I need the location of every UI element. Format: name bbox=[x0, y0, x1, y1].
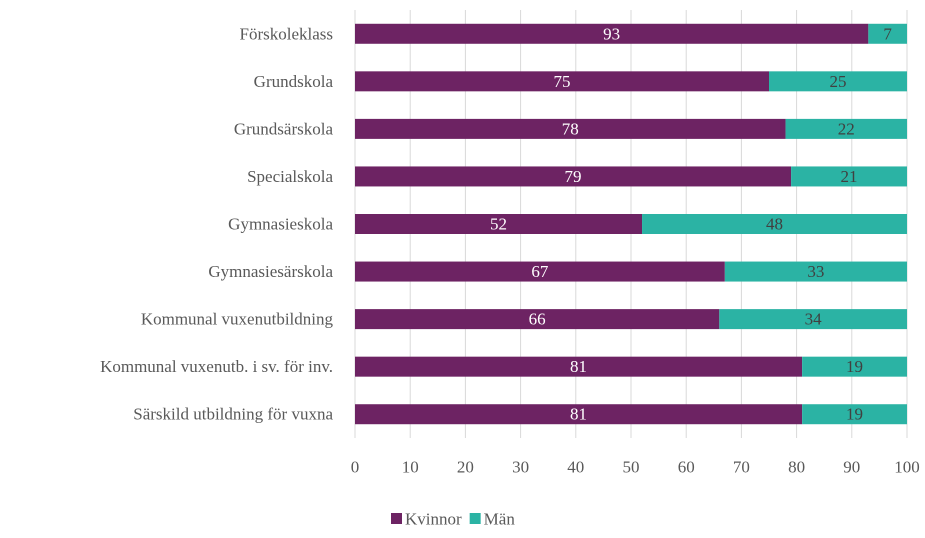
bar-segment bbox=[785, 118, 907, 139]
y-tick-label: Kommunal vuxenutbildning bbox=[141, 310, 334, 329]
y-tick-label: Specialskola bbox=[247, 167, 333, 186]
x-tick-label: 30 bbox=[512, 458, 529, 477]
bar-segment bbox=[802, 404, 907, 425]
data-label: 79 bbox=[565, 167, 582, 186]
bar-segment bbox=[868, 23, 907, 44]
bar-segment bbox=[355, 71, 769, 92]
bar-segment bbox=[355, 309, 720, 330]
bar-segment bbox=[791, 166, 907, 187]
data-label: 19 bbox=[846, 357, 863, 376]
bar-segment bbox=[355, 214, 643, 234]
y-tick-label: Grundsärskola bbox=[234, 119, 334, 138]
bar-segment bbox=[769, 71, 907, 92]
y-tick-label: Förskoleklass bbox=[240, 24, 334, 43]
x-tick-label: 20 bbox=[457, 458, 474, 477]
y-tick-label: Kommunal vuxenutb. i sv. för inv. bbox=[100, 357, 333, 376]
bar-segment bbox=[802, 356, 907, 377]
data-label: 93 bbox=[603, 24, 620, 43]
y-tick-label: Grundskola bbox=[254, 72, 334, 91]
data-label: 48 bbox=[766, 215, 783, 234]
x-tick-label: 90 bbox=[843, 458, 860, 477]
y-tick-label: Särskild utbildning för vuxna bbox=[133, 405, 333, 424]
y-tick-label: Gymnasieskola bbox=[228, 215, 333, 234]
x-tick-label: 0 bbox=[351, 458, 360, 477]
data-label: 52 bbox=[490, 215, 507, 234]
legend-label: Män bbox=[484, 510, 516, 529]
legend-swatch bbox=[469, 513, 481, 524]
bar-segment bbox=[355, 404, 803, 425]
bar-segment bbox=[355, 356, 803, 377]
data-label: 21 bbox=[841, 167, 858, 186]
legend-swatch bbox=[391, 513, 402, 524]
data-label: 75 bbox=[554, 72, 571, 91]
data-label: 67 bbox=[531, 262, 549, 281]
x-tick-label: 60 bbox=[678, 458, 695, 477]
data-label: 81 bbox=[570, 405, 587, 424]
x-tick-label: 80 bbox=[788, 458, 805, 477]
y-tick-label: Gymnasiesärskola bbox=[208, 262, 333, 281]
bar-segment bbox=[355, 261, 725, 282]
bar-segment bbox=[355, 118, 786, 139]
x-tick-label: 100 bbox=[894, 458, 920, 477]
data-label: 25 bbox=[830, 72, 847, 91]
x-tick-label: 40 bbox=[567, 458, 584, 477]
data-label: 78 bbox=[562, 119, 579, 138]
bar-segment bbox=[724, 261, 907, 282]
data-label: 7 bbox=[883, 24, 892, 43]
data-label: 34 bbox=[805, 310, 823, 329]
data-label: 81 bbox=[570, 357, 587, 376]
bar-segment bbox=[355, 23, 869, 44]
x-tick-label: 10 bbox=[402, 458, 419, 477]
x-tick-label: 50 bbox=[623, 458, 640, 477]
x-tick-label: 70 bbox=[733, 458, 750, 477]
legend-label: Kvinnor bbox=[405, 510, 462, 529]
bar-segment bbox=[355, 166, 792, 187]
data-label: 33 bbox=[807, 262, 824, 281]
data-label: 22 bbox=[838, 119, 855, 138]
bar-segment bbox=[719, 309, 907, 330]
data-label: 66 bbox=[529, 310, 546, 329]
bar-segment bbox=[642, 214, 907, 234]
data-label: 19 bbox=[846, 405, 863, 424]
